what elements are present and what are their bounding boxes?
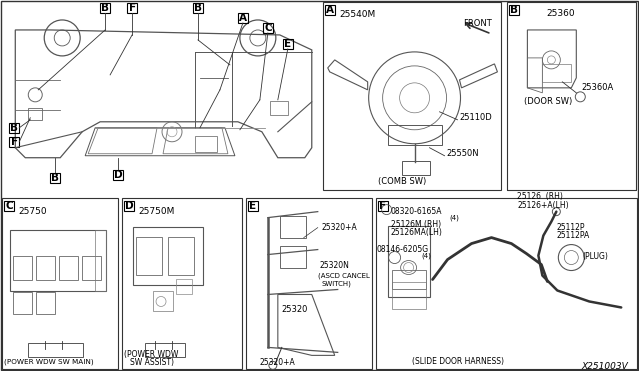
Bar — [402, 161, 429, 175]
Bar — [270, 101, 288, 115]
Text: B: B — [51, 173, 60, 183]
Text: 25750: 25750 — [19, 207, 47, 216]
Bar — [10, 123, 19, 133]
Bar — [124, 201, 134, 211]
Text: 08320-6165A: 08320-6165A — [390, 207, 442, 216]
Text: (PLUG): (PLUG) — [582, 252, 608, 261]
Text: SWITCH): SWITCH) — [322, 280, 351, 287]
Text: X251003V: X251003V — [581, 362, 628, 371]
Text: (ASCD CANCEL: (ASCD CANCEL — [317, 272, 370, 279]
Text: 25320+A: 25320+A — [322, 223, 358, 232]
Text: 25540M: 25540M — [340, 10, 376, 19]
Text: 25320+A: 25320+A — [260, 358, 296, 367]
Bar — [542, 64, 572, 82]
Bar — [392, 282, 426, 310]
Text: A: A — [239, 13, 247, 23]
Text: (4): (4) — [449, 214, 460, 221]
Bar — [113, 170, 123, 180]
Text: 25126+A(LH): 25126+A(LH) — [517, 201, 569, 210]
Bar — [127, 3, 137, 13]
Text: 25750M: 25750M — [138, 207, 175, 216]
Bar — [10, 230, 106, 292]
Text: A: A — [326, 5, 333, 15]
Text: (4): (4) — [422, 252, 431, 259]
Text: E: E — [284, 39, 291, 49]
Text: (COMB SW): (COMB SW) — [378, 177, 426, 186]
Text: D: D — [125, 201, 133, 211]
Bar — [195, 136, 217, 152]
Bar — [28, 343, 83, 357]
Text: F: F — [379, 201, 386, 211]
Bar — [36, 256, 55, 279]
Bar — [388, 225, 429, 298]
Bar — [60, 256, 78, 279]
Text: B: B — [10, 123, 19, 133]
Bar — [133, 227, 203, 285]
Bar — [280, 216, 306, 238]
Bar — [95, 230, 106, 292]
Bar — [4, 201, 14, 211]
Bar — [263, 23, 273, 33]
Bar — [10, 137, 19, 147]
Text: (SLIDE DOOR HARNESS): (SLIDE DOOR HARNESS) — [412, 357, 504, 366]
Text: C: C — [6, 201, 13, 211]
Text: F: F — [129, 3, 136, 13]
Text: FRONT: FRONT — [463, 19, 492, 29]
Text: (POWER WDW: (POWER WDW — [124, 350, 179, 359]
Text: 25126M (RH): 25126M (RH) — [390, 220, 441, 229]
Text: 25112PA: 25112PA — [556, 231, 589, 240]
Text: 25360A: 25360A — [581, 83, 614, 92]
Text: 25360: 25360 — [547, 9, 575, 19]
Bar — [100, 3, 110, 13]
Bar — [136, 237, 162, 275]
Text: C: C — [264, 23, 271, 33]
Text: 08146-6205G: 08146-6205G — [377, 245, 429, 254]
Bar — [168, 237, 194, 275]
Bar — [13, 292, 32, 314]
Bar — [283, 39, 293, 49]
Text: 25126  (RH): 25126 (RH) — [517, 192, 563, 201]
Text: SW ASSIST): SW ASSIST) — [130, 358, 174, 367]
Text: (POWER WDW SW MAIN): (POWER WDW SW MAIN) — [4, 358, 94, 365]
Bar — [248, 201, 258, 211]
Text: 25320: 25320 — [282, 305, 308, 314]
Bar — [50, 173, 60, 183]
Text: 25550N: 25550N — [447, 149, 479, 158]
Text: F: F — [11, 137, 18, 147]
Bar — [324, 5, 335, 15]
Text: 25110D: 25110D — [460, 113, 492, 122]
Bar — [238, 13, 248, 23]
Text: 25112P: 25112P — [556, 223, 585, 232]
Text: B: B — [101, 3, 109, 13]
Text: D: D — [114, 170, 122, 180]
Text: 25126MA(LH): 25126MA(LH) — [390, 228, 442, 237]
Bar — [153, 292, 173, 311]
Text: B: B — [511, 5, 518, 15]
Bar — [280, 246, 306, 267]
Bar — [509, 5, 520, 15]
Text: E: E — [250, 201, 257, 211]
Bar — [28, 108, 42, 120]
Bar — [36, 292, 55, 314]
Text: (DOOR SW): (DOOR SW) — [524, 97, 573, 106]
Bar — [176, 279, 192, 295]
Bar — [82, 256, 101, 279]
Bar — [193, 3, 203, 13]
Bar — [392, 270, 426, 289]
Text: 25320N: 25320N — [320, 261, 349, 270]
Bar — [13, 256, 32, 279]
Bar — [145, 343, 185, 357]
Bar — [378, 201, 388, 211]
Text: B: B — [194, 3, 202, 13]
